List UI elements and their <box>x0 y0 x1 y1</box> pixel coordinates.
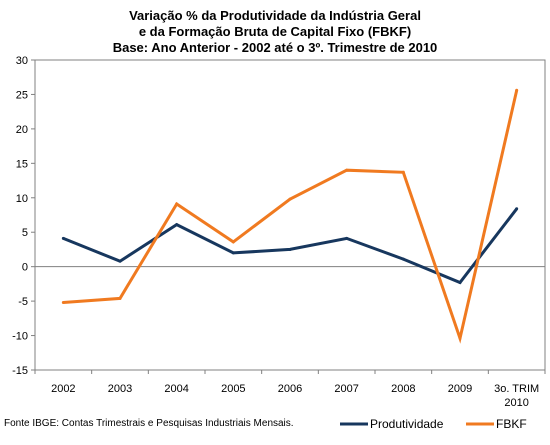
x-tick-label: 2005 <box>221 383 245 395</box>
y-tick-label: 30 <box>16 55 28 67</box>
chart-title: Variação % da Produtividade da Indústria… <box>113 8 438 55</box>
data-point-fbkf <box>458 336 462 340</box>
data-point-fbkf <box>231 240 235 244</box>
chart-title-line-1: Variação % da Produtividade da Indústria… <box>129 8 421 23</box>
data-point-fbkf <box>515 88 519 92</box>
x-tick-label: 2010 <box>504 397 528 409</box>
data-point-produtividade <box>458 281 462 285</box>
data-point-fbkf <box>175 202 179 206</box>
x-tick-label: 2002 <box>51 383 75 395</box>
data-point-produtividade <box>231 251 235 255</box>
plot-area <box>34 59 546 371</box>
data-point-fbkf <box>345 168 349 172</box>
y-tick-label: 0 <box>22 262 28 274</box>
chart-title-line-2: e da Formação Bruta de Capital Fixo (FBK… <box>139 24 411 39</box>
legend-label-fbkf: FBKF <box>496 417 527 431</box>
data-point-produtividade <box>401 257 405 261</box>
data-point-produtividade <box>118 259 122 263</box>
y-axis: -15 -10 -5 0 5 10 15 20 25 30 <box>12 55 545 377</box>
y-tick-label: -10 <box>12 331 28 343</box>
y-tick-label: 25 <box>16 89 28 101</box>
data-point-produtividade <box>175 223 179 227</box>
y-tick-label: 10 <box>16 193 28 205</box>
chart-title-line-3: Base: Ano Anterior - 2002 até o 3º. Trim… <box>113 40 438 55</box>
data-point-fbkf <box>401 170 405 174</box>
x-axis: 2002 2003 2004 2005 2006 2007 2008 2009 3o. TRIM… <box>34 370 546 409</box>
data-point-fbkf <box>288 197 292 201</box>
y-tick-label: -5 <box>18 296 28 308</box>
x-tick-label: 2007 <box>334 383 358 395</box>
x-tick-label: 2009 <box>448 383 472 395</box>
y-tick-label: 5 <box>22 227 28 239</box>
data-point-fbkf <box>118 296 122 300</box>
data-point-produtividade <box>345 236 349 240</box>
data-point-produtividade <box>61 236 65 240</box>
y-tick-label: 20 <box>16 124 28 136</box>
y-tick-label: -15 <box>12 365 28 377</box>
x-tick-label: 2003 <box>108 383 132 395</box>
x-tick-label: 2004 <box>164 383 188 395</box>
data-point-fbkf <box>61 300 65 304</box>
legend: Produtividade FBKF <box>340 417 527 431</box>
x-tick-label: 2006 <box>278 383 302 395</box>
x-tick-label: 2008 <box>391 383 415 395</box>
data-point-produtividade <box>515 207 519 211</box>
y-tick-label: 15 <box>16 158 28 170</box>
source-note: Fonte IBGE: Contas Trimestrais e Pesquis… <box>4 418 294 429</box>
legend-label-produtividade: Produtividade <box>370 417 444 431</box>
data-point-produtividade <box>288 247 292 251</box>
x-tick-label: 3o. TRIM <box>494 383 539 395</box>
series-layer <box>61 88 519 344</box>
